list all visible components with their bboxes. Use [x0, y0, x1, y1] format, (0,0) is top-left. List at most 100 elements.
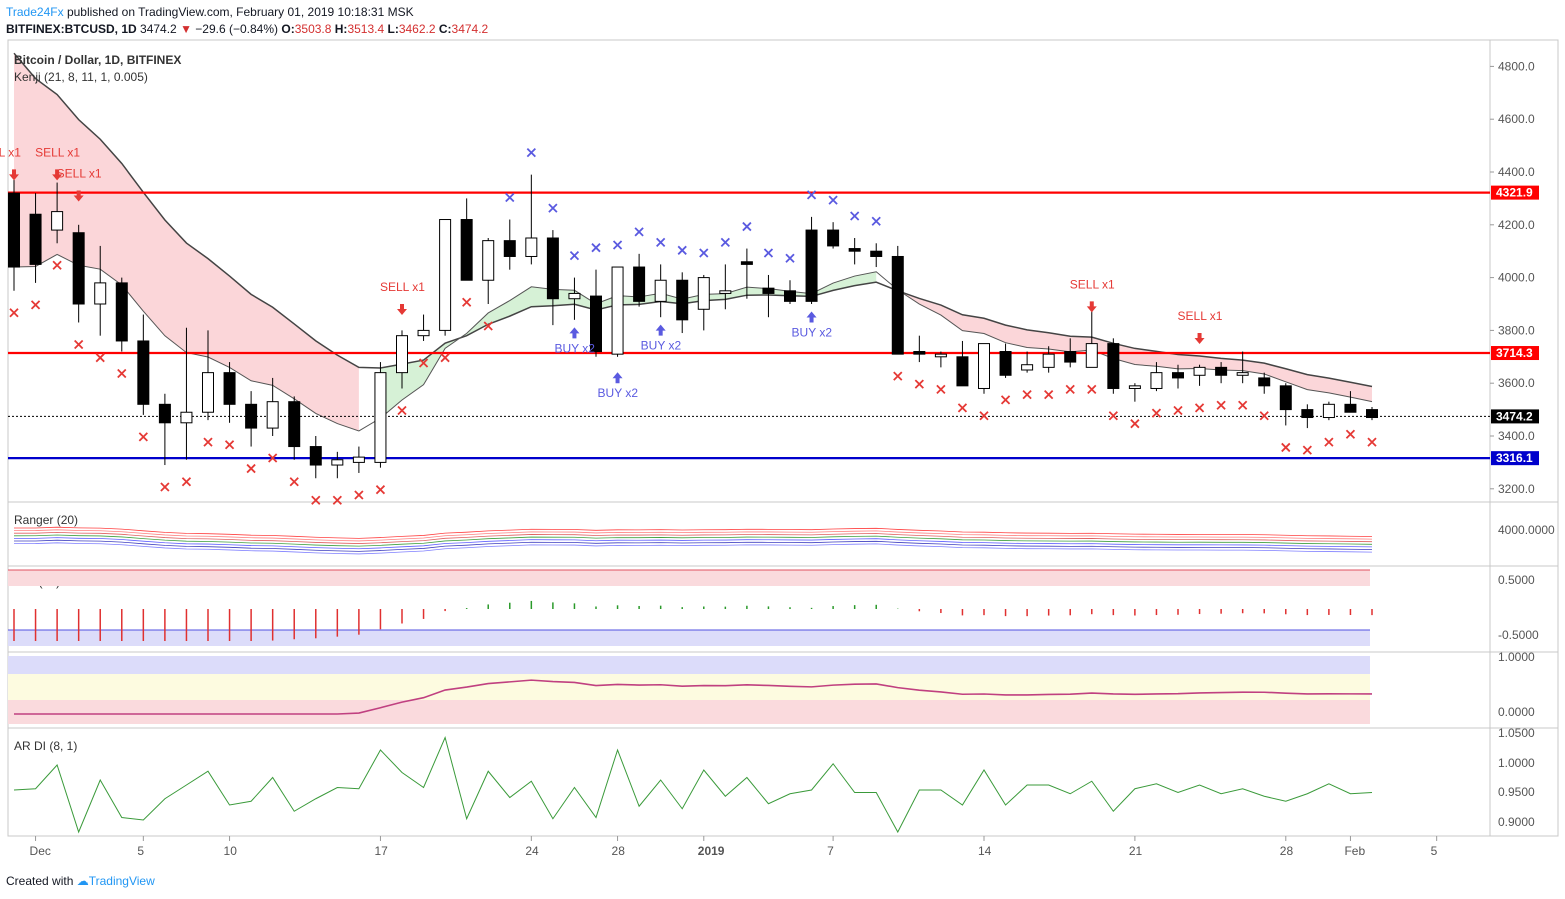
tdi-line	[14, 679, 1373, 715]
signal-x-mark	[95, 353, 105, 363]
candle-body	[956, 356, 969, 387]
signal-x-mark	[418, 358, 429, 368]
signal-x-mark	[1302, 445, 1312, 455]
ardi-title: AR DI (8, 1)	[14, 739, 77, 753]
candle-body	[288, 401, 301, 448]
signal-x-mark	[203, 437, 213, 447]
ranger-line	[13, 532, 1373, 544]
sell-arrow-icon	[73, 190, 84, 202]
candle-body	[223, 372, 236, 405]
candle-body	[568, 292, 581, 300]
signal-x-mark	[1216, 400, 1226, 410]
x-tick-label: Dec	[30, 844, 51, 858]
signal-x-mark	[569, 250, 580, 261]
signal-x-mark	[612, 240, 623, 250]
candle-body	[719, 290, 732, 294]
candle-body	[1021, 364, 1034, 371]
msi-tick: 0.5000	[1498, 573, 1535, 587]
tdi-mid-zone	[8, 674, 1370, 700]
signal-x-mark	[936, 384, 946, 394]
candle-body	[1064, 351, 1077, 363]
signal-x-mark	[138, 432, 148, 442]
y-tick-label: 3800.0	[1498, 323, 1535, 337]
sell-signal-label: SELL x1	[57, 166, 102, 180]
candle-body	[1279, 385, 1292, 411]
candle-body	[611, 266, 624, 355]
publish-header: Trade24Fx published on TradingView.com, …	[6, 5, 414, 19]
ranger-line	[13, 534, 1373, 547]
level-label: 3316.1	[1496, 451, 1533, 465]
candle-body	[396, 335, 408, 374]
buy-signal-label: BUY x2	[641, 339, 682, 353]
publisher-name[interactable]: Trade24Fx	[6, 5, 64, 19]
x-tick-label: Feb	[1344, 844, 1365, 858]
signal-x-mark	[979, 411, 989, 421]
signal-x-mark	[483, 321, 493, 331]
candle-body	[8, 192, 20, 268]
signal-x-mark	[52, 260, 62, 270]
signal-x-mark	[1281, 442, 1291, 453]
signal-x-mark	[332, 495, 342, 505]
signal-x-mark	[1367, 437, 1377, 447]
candle-body	[1193, 366, 1206, 376]
level-label: 3714.3	[1496, 346, 1533, 360]
signal-x-mark	[9, 308, 19, 318]
candle-body	[654, 279, 667, 302]
signal-x-mark	[1065, 384, 1075, 394]
ardi-tick: 0.9000	[1498, 815, 1535, 829]
candle-body	[439, 219, 452, 331]
candle-body	[1322, 403, 1335, 419]
candle-body	[245, 403, 258, 429]
signal-x-mark	[1259, 411, 1269, 421]
published-text: published on TradingView.com, February 0…	[66, 5, 414, 19]
candle-body	[1150, 372, 1163, 389]
last-price: 3474.2	[140, 22, 177, 36]
candle-body	[29, 213, 42, 265]
x-tick-label: 5	[1431, 844, 1438, 858]
candle-body	[546, 237, 559, 300]
candle-body	[94, 282, 107, 305]
signal-x-mark	[289, 477, 299, 487]
candle-body	[115, 282, 128, 342]
tradingview-logo-icon[interactable]: ☁	[76, 874, 89, 888]
sell-signal-label: SELL x1	[1178, 309, 1223, 323]
msi-tick: -0.5000	[1498, 628, 1539, 642]
signal-x-mark	[785, 253, 795, 263]
candle-body	[158, 403, 171, 424]
y-tick-label: 4400.0	[1498, 165, 1535, 179]
level-label-bg	[1491, 346, 1539, 361]
sell-signal-label: SELL x1	[380, 280, 425, 294]
signal-x-mark	[634, 227, 644, 237]
sell-signal-label: LL x1	[0, 145, 21, 159]
candle-body	[913, 351, 926, 355]
sell-arrow-icon	[52, 169, 63, 181]
x-tick-label: 5	[137, 844, 144, 858]
msi-upper-zone	[8, 570, 1370, 586]
signal-x-mark	[742, 221, 752, 232]
signal-x-mark	[720, 237, 730, 248]
buy-signal-label: BUY x2	[598, 386, 639, 400]
ranger-line	[13, 542, 1373, 555]
candle-body	[460, 219, 473, 281]
signal-x-mark	[311, 495, 321, 505]
tradingview-brand[interactable]: TradingView	[88, 874, 155, 888]
ranger-line	[13, 537, 1373, 550]
signal-x-mark	[957, 403, 968, 413]
x-tick-label: 24	[525, 844, 539, 858]
ranger-line	[13, 529, 1373, 542]
buy-arrow-icon	[569, 327, 580, 339]
candle-body	[482, 240, 495, 281]
candle-body	[633, 266, 646, 302]
signal-x-mark	[246, 463, 256, 474]
bearish-cloud	[14, 53, 359, 431]
candle-body	[870, 250, 883, 257]
x-tick-label: 7	[827, 844, 834, 858]
candle-body	[1258, 377, 1271, 387]
buy-signal-label: BUY x2	[792, 325, 833, 339]
tdi-tick: 0.0000	[1498, 705, 1535, 719]
y-tick-label: 3200.0	[1498, 482, 1535, 496]
low-value: 3462.2	[398, 22, 436, 36]
signal-x-mark	[699, 248, 709, 258]
candle-body	[784, 290, 796, 302]
